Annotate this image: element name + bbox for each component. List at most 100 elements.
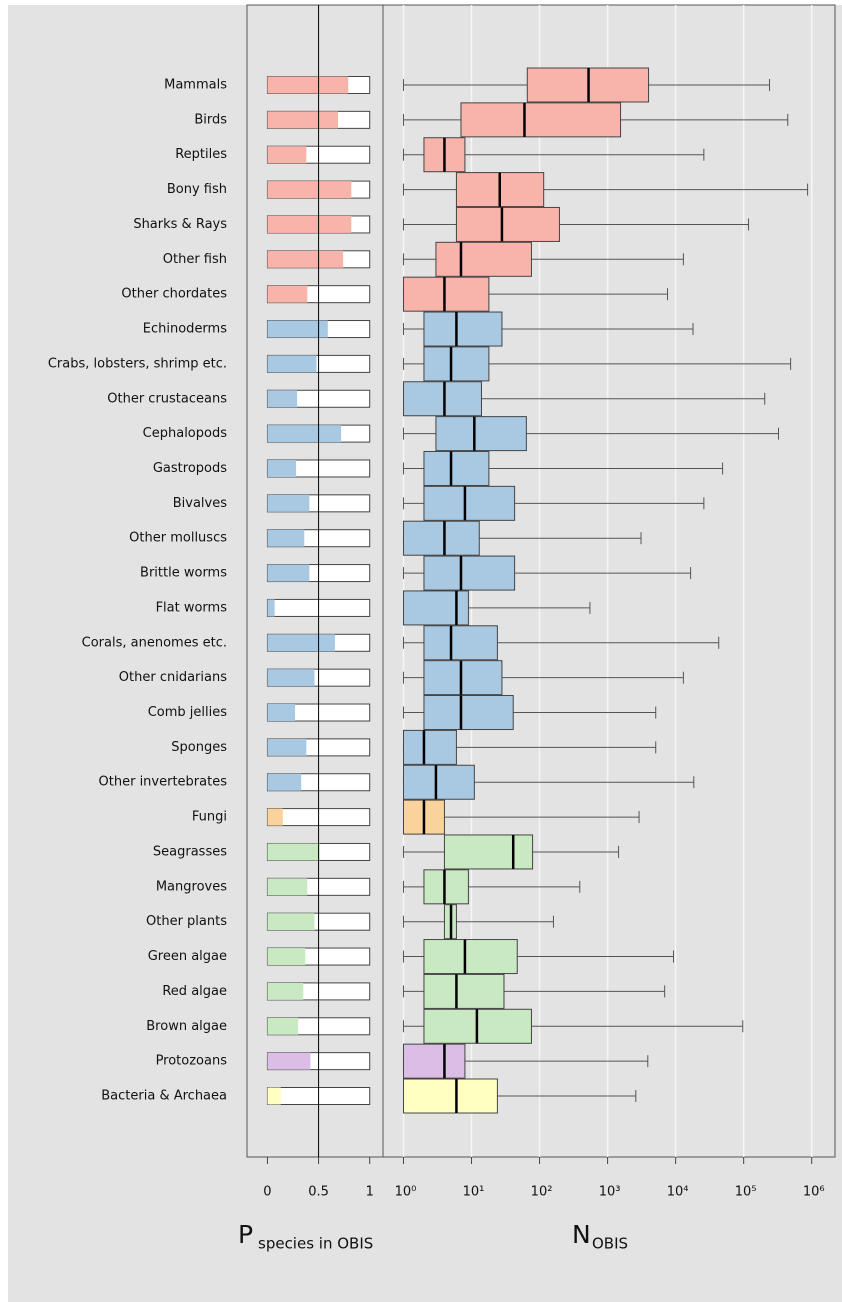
bar xyxy=(267,181,352,199)
bar xyxy=(267,878,308,896)
plot-frame xyxy=(246,4,836,1158)
box xyxy=(423,311,503,347)
category-label: Sponges xyxy=(171,740,227,755)
box xyxy=(402,1043,466,1079)
bar xyxy=(267,773,302,791)
category-label: Other cnidarians xyxy=(119,670,227,685)
category-label: Other crustaceans xyxy=(107,391,227,406)
box xyxy=(402,381,482,417)
category-label: Other chordates xyxy=(121,287,227,302)
bar xyxy=(267,808,283,826)
box xyxy=(423,939,518,975)
category-label: Fungi xyxy=(192,810,227,825)
bar xyxy=(267,285,308,303)
category-label: Cephalopods xyxy=(143,426,228,441)
x-tick-label: 10³ xyxy=(599,1185,621,1200)
x-tick-label: 10⁴ xyxy=(667,1185,689,1200)
x-tick-label: 1 xyxy=(366,1185,374,1200)
category-label: Mammals xyxy=(164,78,227,93)
box xyxy=(423,450,490,486)
box xyxy=(435,416,527,452)
box xyxy=(423,660,503,696)
box xyxy=(402,764,475,800)
x-axis-label-sub: species in OBIS xyxy=(258,1235,373,1253)
bar xyxy=(267,843,320,861)
bar xyxy=(267,494,310,512)
x-tick-label: 10⁰ xyxy=(395,1185,417,1200)
x-tick-label: 10¹ xyxy=(463,1185,485,1200)
bar xyxy=(267,355,317,373)
category-label: Bony fish xyxy=(167,182,227,197)
category-label: Bacteria & Archaea xyxy=(101,1089,227,1104)
bar xyxy=(267,704,296,722)
box xyxy=(423,869,469,905)
box xyxy=(423,555,516,591)
bar xyxy=(267,425,342,443)
category-label: Brittle worms xyxy=(140,566,227,581)
bar xyxy=(267,390,298,408)
category-label: Green algae xyxy=(148,949,227,964)
category-label: Gastropods xyxy=(153,461,227,476)
x-axis-label: N xyxy=(572,1220,591,1249)
category-label: Brown algae xyxy=(146,1019,227,1034)
box xyxy=(443,834,534,870)
box xyxy=(402,520,480,556)
box xyxy=(460,102,622,138)
x-tick-label: 0 xyxy=(263,1185,271,1200)
bar xyxy=(267,913,315,931)
category-label: Protozoans xyxy=(156,1054,228,1069)
box xyxy=(455,206,560,242)
box xyxy=(402,276,490,312)
x-tick-label: 0.5 xyxy=(308,1185,329,1200)
bar xyxy=(267,146,307,164)
box xyxy=(402,590,469,626)
bar xyxy=(267,320,328,338)
box xyxy=(402,729,457,765)
category-label: Corals, anenomes etc. xyxy=(82,635,227,650)
bar xyxy=(267,111,339,129)
bar xyxy=(267,982,304,1000)
bar xyxy=(267,459,297,477)
bar xyxy=(267,564,310,582)
bar xyxy=(267,634,335,652)
bar xyxy=(267,1087,281,1105)
category-label: Other plants xyxy=(146,914,227,929)
bar xyxy=(267,1017,299,1035)
box xyxy=(423,973,505,1009)
category-label: Birds xyxy=(194,112,227,127)
category-label: Echinoderms xyxy=(143,322,227,337)
bar xyxy=(267,669,315,687)
bar xyxy=(267,529,305,547)
box xyxy=(423,346,490,382)
category-label: Red algae xyxy=(162,984,227,999)
category-label: Other fish xyxy=(163,252,227,267)
bar xyxy=(267,250,344,268)
category-label: Crabs, lobsters, shrimp etc. xyxy=(48,356,227,371)
category-label: Seagrasses xyxy=(153,844,227,859)
box xyxy=(423,485,516,521)
x-tick-label: 10² xyxy=(531,1185,553,1200)
category-label: Bivalves xyxy=(173,496,227,511)
category-label: Flat worms xyxy=(156,600,228,615)
x-axis-label: P xyxy=(238,1220,253,1249)
x-tick-label: 10⁵ xyxy=(735,1185,757,1200)
bar xyxy=(267,1052,311,1070)
category-label: Reptiles xyxy=(175,147,227,162)
bar xyxy=(267,76,349,94)
box xyxy=(423,695,514,731)
category-label: Sharks & Rays xyxy=(133,217,227,232)
x-axis-label-sub: OBIS xyxy=(592,1235,628,1253)
box xyxy=(423,625,498,661)
category-label: Mangroves xyxy=(156,879,227,894)
bar xyxy=(267,599,275,617)
bar xyxy=(267,215,352,233)
category-label: Other invertebrates xyxy=(99,775,228,790)
category-label: Comb jellies xyxy=(148,705,228,720)
box xyxy=(402,1078,498,1114)
box xyxy=(435,241,532,277)
category-label: Other molluscs xyxy=(129,531,227,546)
bar xyxy=(267,738,307,756)
x-tick-label: 10⁶ xyxy=(803,1185,825,1200)
